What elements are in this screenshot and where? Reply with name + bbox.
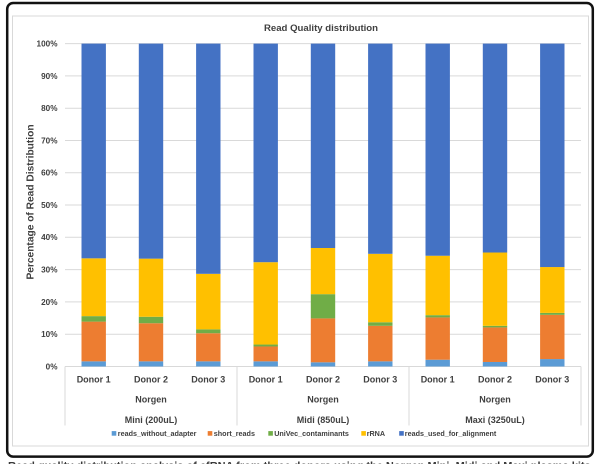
- svg-text:Donor 3: Donor 3: [191, 375, 225, 385]
- svg-text:50%: 50%: [41, 201, 58, 210]
- svg-text:Norgen: Norgen: [479, 394, 511, 404]
- svg-text:Donor 2: Donor 2: [306, 375, 340, 385]
- svg-text:70%: 70%: [41, 136, 58, 145]
- svg-text:100%: 100%: [37, 40, 59, 49]
- svg-text:Percentage of Read Distributio: Percentage of Read Distribution: [26, 124, 37, 279]
- svg-text:Donor 1: Donor 1: [77, 375, 111, 385]
- svg-text:reads_used_for_alignment: reads_used_for_alignment: [405, 429, 497, 438]
- svg-text:Mini (200uL): Mini (200uL): [125, 415, 178, 425]
- svg-text:40%: 40%: [41, 233, 58, 242]
- svg-text:10%: 10%: [41, 330, 58, 339]
- svg-text:Donor 1: Donor 1: [249, 375, 283, 385]
- svg-text:rRNA: rRNA: [367, 429, 385, 438]
- svg-text:Read Quality distribution: Read Quality distribution: [264, 23, 378, 34]
- svg-text:80%: 80%: [41, 104, 58, 113]
- svg-text:60%: 60%: [41, 169, 58, 178]
- svg-text:Donor 3: Donor 3: [363, 375, 397, 385]
- svg-text:20%: 20%: [41, 298, 58, 307]
- svg-text:0%: 0%: [46, 362, 59, 371]
- svg-text:Maxi (3250uL): Maxi (3250uL): [465, 415, 525, 425]
- svg-text:Norgen: Norgen: [135, 394, 167, 404]
- svg-text:90%: 90%: [41, 72, 58, 81]
- svg-text:Donor 3: Donor 3: [535, 375, 569, 385]
- svg-text:UniVec_contaminants: UniVec_contaminants: [274, 429, 349, 438]
- svg-text:Norgen: Norgen: [307, 394, 339, 404]
- svg-text:30%: 30%: [41, 266, 58, 275]
- svg-text:Midi (850uL): Midi (850uL): [297, 415, 350, 425]
- svg-text:short_reads: short_reads: [214, 429, 255, 438]
- svg-text:Donor 2: Donor 2: [478, 375, 512, 385]
- svg-text:reads_without_adapter: reads_without_adapter: [118, 429, 197, 438]
- svg-text:Read quality distribution anal: Read quality distribution analysis of cf…: [8, 461, 594, 464]
- svg-text:Donor 2: Donor 2: [134, 375, 168, 385]
- svg-text:Donor 1: Donor 1: [421, 375, 455, 385]
